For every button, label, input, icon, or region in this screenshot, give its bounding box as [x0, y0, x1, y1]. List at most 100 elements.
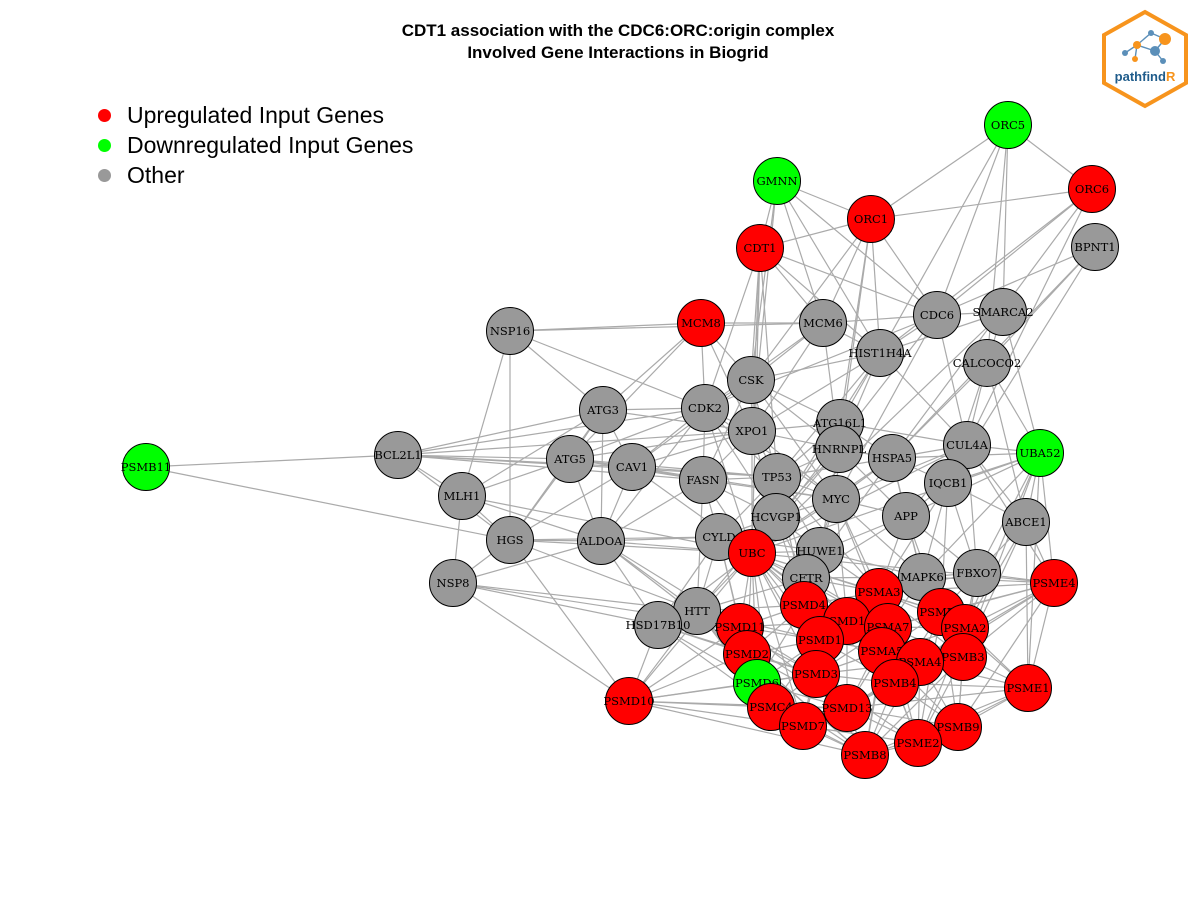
gene-label-psmb8: PSMB8: [843, 748, 886, 762]
gene-node-psme4: PSME4: [1030, 559, 1078, 607]
logo-text-accent: R: [1166, 69, 1176, 84]
gene-node-psmd13: PSMD13: [821, 684, 873, 732]
edge-orc6-cdc6: [936, 188, 1093, 316]
gene-node-tp53: TP53: [753, 453, 801, 501]
gene-circle-cdc6: [913, 291, 961, 339]
edge-nsp16-mlh1: [461, 330, 511, 497]
gene-label-hcvgp1: HCVGP1: [750, 510, 801, 524]
gene-circle-hcvgp1: [752, 493, 800, 541]
title-line-2: Involved Gene Interactions in Biogrid: [467, 43, 769, 62]
edge-mlh1-aldoa: [461, 495, 602, 542]
gene-circle-nsp8: [429, 559, 477, 607]
gene-circle-myc: [812, 475, 860, 523]
gene-label-psmd1: PSMD1: [798, 633, 842, 647]
gene-circle-cdk2: [681, 384, 729, 432]
gene-label-psmd11: PSMD11: [714, 620, 765, 634]
edge-gmnn-mcm6: [776, 180, 824, 324]
gene-node-fbxo7: FBXO7: [953, 549, 1001, 597]
edge-bpnt1-cdc6: [936, 246, 1096, 316]
gene-circle-fbxo7: [953, 549, 1001, 597]
gene-label-xpo1: XPO1: [736, 424, 769, 438]
gene-node-nsp8: NSP8: [429, 559, 477, 607]
gene-node-xpo1: XPO1: [728, 407, 776, 455]
gene-node-psmb8: PSMB8: [841, 731, 889, 779]
gene-circle-xpo1: [728, 407, 776, 455]
edge-uba52-psma2: [964, 452, 1041, 629]
gene-label-mcm6: MCM6: [803, 316, 843, 330]
gene-label-psmd3: PSMD3: [794, 667, 838, 681]
svg-text:pathfindR: pathfindR: [1115, 69, 1176, 84]
edge-orc5-hist1h4a: [879, 124, 1009, 354]
gene-node-psmb3: PSMB3: [939, 633, 987, 681]
edge-atg3-xpo1: [602, 409, 753, 432]
gene-label-atg3: ATG3: [586, 403, 619, 417]
gene-circle-psmd10: [605, 677, 653, 725]
gene-circle-psmb4: [871, 659, 919, 707]
gene-label-bcl2l1: BCL2L1: [374, 448, 421, 462]
gene-node-csk: CSK: [727, 356, 775, 404]
gene-circle-hgs: [486, 516, 534, 564]
edge-psmb11-hgs: [145, 466, 511, 541]
legend-item-downregulated: Downregulated Input Genes: [98, 130, 413, 160]
gene-label-fbxo7: FBXO7: [956, 566, 997, 580]
gene-circle-psme2: [894, 719, 942, 767]
gene-label-orc6: ORC6: [1075, 182, 1109, 196]
gene-label-uba52: UBA52: [1019, 446, 1060, 460]
gene-label-fasn: FASN: [686, 473, 719, 487]
edge-nsp16-cdk2: [509, 330, 706, 409]
edge-bcl2l1-atg5: [397, 454, 571, 460]
gene-node-orc1: ORC1: [847, 195, 895, 243]
gene-label-psma3: PSMA3: [857, 585, 900, 599]
edge-bcl2l1-psmb11: [145, 454, 399, 468]
gene-node-calcoco2: CALCOCO2: [953, 339, 1021, 387]
gene-circle-nsp16: [486, 307, 534, 355]
gene-circle-cdt1: [736, 224, 784, 272]
gene-node-atg3: ATG3: [579, 386, 627, 434]
gene-label-orc1: ORC1: [854, 212, 888, 226]
gene-node-mcm6: MCM6: [799, 299, 847, 347]
gene-circle-psme1: [1004, 664, 1052, 712]
edge-xpo1-atg5: [569, 430, 753, 460]
edge-ubc-psmd7: [751, 552, 804, 727]
edge-orc5-cdc6: [936, 124, 1009, 316]
gene-label-hgs: HGS: [496, 533, 523, 547]
edge-orc6-hist1h4a: [879, 188, 1093, 354]
gene-circle-app: [882, 492, 930, 540]
edge-calcoco2-abce1: [986, 362, 1027, 523]
gene-label-psme4: PSME4: [1032, 576, 1075, 590]
gene-label-mapk6: MAPK6: [900, 570, 944, 584]
gene-label-smarca2: SMARCA2: [972, 305, 1033, 319]
gene-circle-orc6: [1068, 165, 1116, 213]
gene-label-psme2: PSME2: [896, 736, 939, 750]
edge-orc5-orc1: [870, 124, 1009, 220]
chart-title: CDT1 association with the CDC6:ORC:origi…: [0, 20, 1200, 64]
gene-label-iqcb1: IQCB1: [929, 476, 968, 490]
gene-circle-bcl2l1: [374, 431, 422, 479]
gene-node-ubc: UBC: [728, 529, 776, 577]
gene-node-psme1: PSME1: [1004, 664, 1052, 712]
gene-label-mcm8: MCM8: [681, 316, 721, 330]
edge-cdt1-cdc6: [759, 247, 938, 316]
title-line-1: CDT1 association with the CDC6:ORC:origi…: [401, 21, 835, 40]
gene-label-aldoa: ALDOA: [579, 534, 624, 548]
gene-node-hnrnpl: HNRNPL: [812, 425, 866, 473]
gene-circle-aldoa: [577, 517, 625, 565]
gene-node-aldoa: ALDOA: [577, 517, 625, 565]
gene-node-myc: MYC: [812, 475, 860, 523]
gene-node-psmb9: PSMB9: [934, 703, 982, 751]
gene-node-psmb11: PSMB11: [121, 443, 171, 491]
edge-orc6-orc1: [870, 188, 1093, 220]
gene-circle-uba52: [1016, 429, 1064, 477]
edge-nsp8-psmd10: [452, 582, 630, 702]
gene-circle-atg5: [546, 435, 594, 483]
gene-circle-mlh1: [438, 472, 486, 520]
edge-atg5-tp53: [569, 458, 778, 478]
gene-node-mcm8: MCM8: [677, 299, 725, 347]
gene-node-bcl2l1: BCL2L1: [374, 431, 422, 479]
edge-smarca2-uba52: [1002, 311, 1041, 454]
edge-hgs-htt: [509, 539, 698, 612]
gene-node-hspa5: HSPA5: [868, 434, 916, 482]
pathfindr-logo: pathfindR: [1102, 9, 1188, 109]
gene-label-cav1: CAV1: [616, 460, 648, 474]
